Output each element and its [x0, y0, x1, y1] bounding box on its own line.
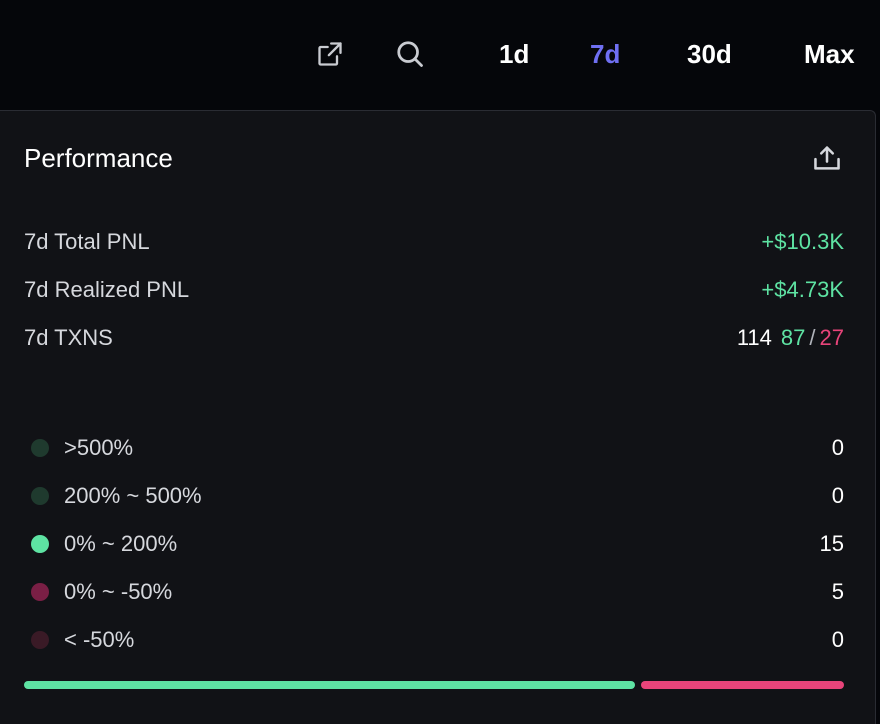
search-icon[interactable] — [392, 36, 428, 72]
win-loss-ratio-bar — [24, 681, 844, 689]
bucket-row: 200% ~ 500% 0 — [31, 481, 844, 511]
bucket-label: >500% — [64, 435, 134, 460]
stat-row-realized-pnl: 7d Realized PNL +$4.73K — [24, 275, 844, 305]
bucket-label: 0% ~ 200% — [64, 531, 178, 556]
stat-row-total-pnl: 7d Total PNL +$10.3K — [24, 227, 844, 257]
bucket-count: 0 — [831, 435, 844, 460]
tab-7d[interactable]: 7d — [590, 39, 621, 69]
bucket-dot — [31, 439, 49, 457]
stat-label: 7d Realized PNL — [24, 277, 190, 302]
txns-total: 114 — [736, 325, 772, 350]
txns-sells: 27 — [819, 325, 844, 350]
bucket-count: 0 — [831, 627, 844, 652]
bucket-label: < -50% — [64, 627, 135, 652]
txns-separator: / — [809, 325, 816, 350]
txns-buys: 87 — [780, 325, 806, 350]
bucket-dot — [31, 583, 49, 601]
top-bar: 1d 7d 30d Max — [0, 0, 880, 110]
bucket-label: 0% ~ -50% — [64, 579, 173, 604]
performance-panel: Performance 7d Total PNL +$10.3K 7d Real… — [0, 110, 876, 724]
share-upload-icon[interactable] — [809, 141, 845, 175]
bucket-dot — [31, 535, 49, 553]
panel-title: Performance — [24, 143, 173, 173]
stat-label: 7d TXNS — [24, 325, 113, 350]
stat-value: +$10.3K — [761, 229, 844, 254]
bucket-dot — [31, 487, 49, 505]
tab-1d[interactable]: 1d — [499, 39, 530, 69]
bucket-count: 0 — [831, 483, 844, 508]
bucket-row: 0% ~ 200% 15 — [31, 529, 844, 559]
tab-30d[interactable]: 30d — [687, 39, 732, 69]
bucket-label: 200% ~ 500% — [64, 483, 202, 508]
bucket-row: >500% 0 — [31, 433, 844, 463]
bucket-count: 5 — [831, 579, 844, 604]
bucket-row: 0% ~ -50% 5 — [31, 577, 844, 607]
external-link-icon[interactable] — [312, 36, 348, 72]
stat-row-txns: 7d TXNS 114 87 / 27 — [24, 323, 844, 353]
win-segment — [24, 681, 635, 689]
stat-value: +$4.73K — [761, 277, 844, 302]
bucket-count: 15 — [819, 531, 844, 556]
txns-breakdown: 114 87 / 27 — [737, 323, 844, 353]
tab-max[interactable]: Max — [804, 39, 855, 69]
bucket-row: < -50% 0 — [31, 625, 844, 655]
stat-label: 7d Total PNL — [24, 229, 150, 254]
loss-segment — [640, 681, 844, 689]
bucket-dot — [31, 631, 49, 649]
